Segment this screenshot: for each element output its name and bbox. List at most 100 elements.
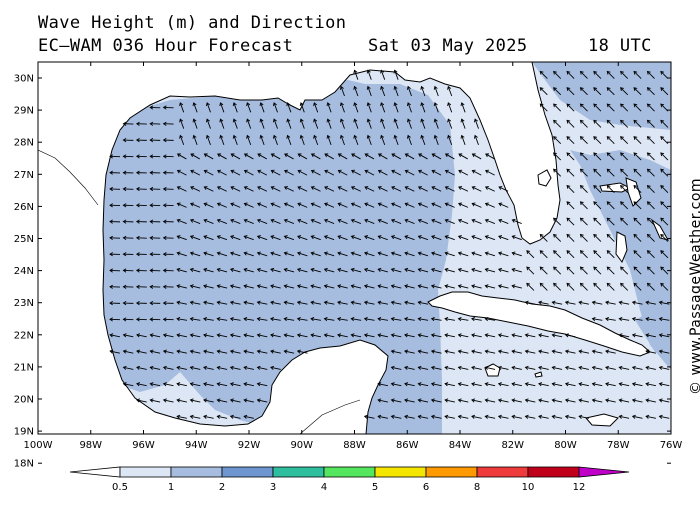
wave-arrow (109, 333, 120, 338)
wave-arrow (122, 365, 134, 370)
wave-arrow (471, 251, 482, 257)
wave-arrow (205, 118, 211, 129)
wave-arrow (257, 202, 268, 208)
wave-arrow (324, 186, 335, 192)
wave-arrow (270, 317, 281, 322)
wave-arrow (631, 398, 643, 403)
wave-arrow (326, 118, 332, 129)
wave-arrow (579, 282, 588, 291)
legend-swatch (170, 466, 223, 478)
wave-arrow (162, 365, 174, 370)
wave-arrow (511, 365, 522, 370)
wave-arrow (122, 252, 134, 257)
wave-arrow (444, 169, 455, 176)
border-us-mexico (38, 149, 99, 206)
wave-arrow (229, 349, 241, 354)
wave-arrow (283, 218, 295, 224)
wave-arrow (122, 121, 134, 126)
wave-arrow (579, 168, 588, 177)
wave-arrow (390, 235, 402, 241)
wave-arrow (658, 349, 670, 354)
wave-arrow (229, 382, 241, 387)
wave-arrow (417, 317, 429, 322)
wave-arrow (633, 282, 642, 291)
wave-arrow (390, 349, 402, 354)
wave-arrow (511, 333, 522, 338)
wave-arrow (457, 398, 469, 403)
wave-arrow (377, 202, 388, 208)
wave-arrow (203, 202, 214, 208)
wave-arrow (431, 169, 442, 176)
wave-arrow (646, 233, 655, 242)
wave-arrow (404, 414, 415, 419)
wave-arrow (310, 251, 321, 257)
wave-arrow (406, 85, 412, 97)
wave-arrow (283, 317, 295, 322)
wave-arrow (135, 268, 147, 273)
wave-arrow (593, 119, 602, 128)
latitude-label: 19N (14, 427, 34, 438)
wave-arrow (217, 153, 227, 160)
wave-arrow (390, 284, 402, 289)
wave-arrow (243, 251, 254, 257)
wave-arrow (216, 186, 227, 192)
wave-arrow (162, 138, 174, 143)
wave-arrow (353, 134, 359, 146)
wave-arrow (162, 284, 174, 289)
wave-arrow (471, 267, 482, 273)
wave-arrow (162, 105, 174, 110)
wave-arrow (660, 119, 669, 128)
wave-arrow (297, 169, 308, 176)
wave-arrow (391, 202, 402, 208)
wave-arrow (232, 134, 238, 146)
wave-arrow (122, 382, 134, 387)
wave-arrow (109, 203, 121, 208)
wave-arrow (618, 333, 630, 338)
wave-arrow (538, 300, 549, 305)
wave-arrow (323, 284, 335, 289)
wave-arrow (646, 87, 655, 96)
wave-arrow (377, 153, 388, 160)
wave-arrow (283, 349, 295, 354)
wave-arrow (553, 266, 562, 275)
wave-arrow (417, 267, 429, 273)
wave-arrow (203, 218, 214, 224)
wave-arrow (431, 251, 442, 257)
wave-arrow (444, 382, 455, 387)
wave-arrow (457, 333, 469, 338)
wave-arrow (538, 365, 549, 370)
wave-arrow (593, 233, 602, 242)
legend-labels: 0.5 1 2 3 4 5 6 8 10 12 (112, 482, 585, 493)
wave-arrow (646, 136, 655, 145)
wave-arrow (363, 414, 375, 419)
wave-arrow (485, 169, 495, 176)
wave-arrow (364, 169, 375, 176)
wave-arrow (658, 414, 670, 419)
wave-arrow (593, 217, 602, 226)
wave-arrow (620, 119, 629, 128)
border-yucatan (299, 399, 361, 434)
wave-arrow (243, 300, 254, 305)
wave-arrow (498, 186, 509, 192)
wave-arrow (162, 317, 174, 322)
wave-arrow (363, 300, 375, 305)
wave-arrow (417, 398, 429, 403)
wave-arrow (216, 398, 228, 403)
cayman (534, 371, 543, 378)
wave-arrow (283, 333, 295, 338)
wave-arrow (351, 153, 361, 160)
wave-arrow (256, 218, 268, 224)
wave-arrow (339, 134, 345, 146)
wave-arrow (658, 317, 670, 322)
wave-arrow (337, 300, 348, 305)
wave-arrow (203, 235, 214, 241)
wave-arrow (646, 201, 655, 210)
wave-arrow (631, 382, 643, 387)
wave-arrow (109, 349, 120, 354)
wave-arrow (593, 184, 602, 193)
wave-arrow (633, 136, 642, 145)
wave-arrow (484, 349, 496, 354)
wave-arrow (390, 267, 402, 273)
wave-arrow (377, 317, 389, 322)
